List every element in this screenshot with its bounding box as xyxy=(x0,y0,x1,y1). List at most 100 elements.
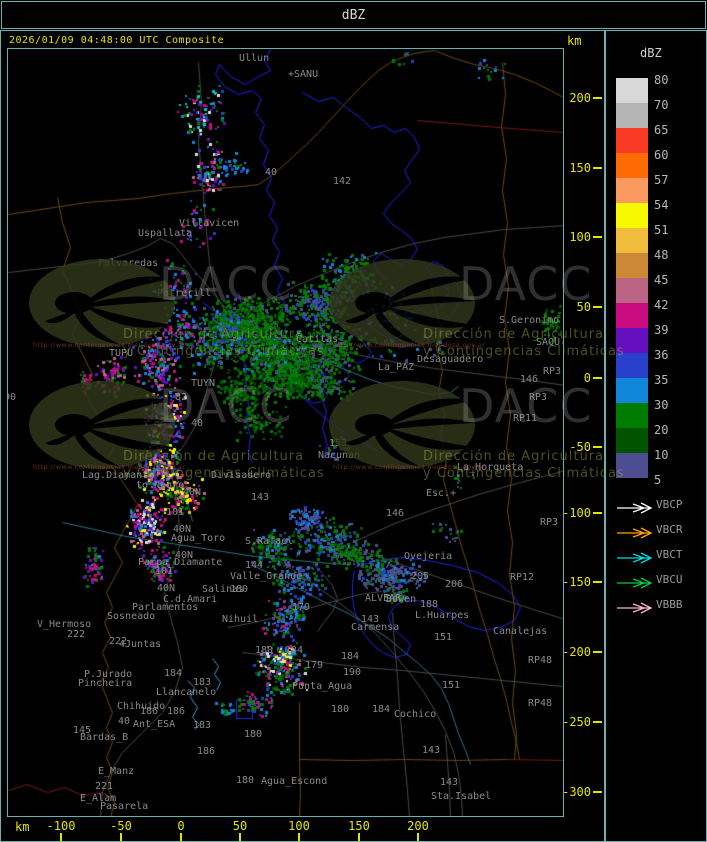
scale-swatch xyxy=(616,78,648,103)
map-label: E_Manz xyxy=(98,766,135,777)
map-label: Parlamentos xyxy=(132,602,199,613)
timestamp: 2026/01/09 04:48:00 UTC Composite xyxy=(9,35,225,46)
y-axis-tick xyxy=(593,236,602,238)
scale-tick-label: 5 xyxy=(654,473,662,487)
scale-tick-label: 36 xyxy=(654,348,669,362)
x-axis-tick xyxy=(358,833,360,841)
scale-swatch xyxy=(616,328,648,353)
legend-label: VBCR xyxy=(656,523,683,536)
map-label: 179 xyxy=(292,602,311,613)
map-label: 40N xyxy=(183,487,202,498)
map-label: Ullun xyxy=(239,53,270,64)
map-label: Nihuil xyxy=(222,614,259,625)
map-label: Villavicen xyxy=(179,218,240,229)
y-axis-tick xyxy=(593,791,602,793)
y-axis-tick-label: -150 xyxy=(562,575,591,589)
y-axis-tick-label: 200 xyxy=(569,91,591,105)
map-label: 184 xyxy=(341,651,360,662)
scale-tick-label: 30 xyxy=(654,398,669,412)
map-label: V_Hermoso xyxy=(37,619,92,630)
map-label: Cochico xyxy=(394,709,437,720)
map-label: RP3 xyxy=(529,392,548,403)
vbcp-arrow-icon xyxy=(617,502,653,514)
map-label: Valle_Grande xyxy=(230,571,303,582)
map-label: 183 xyxy=(193,677,212,688)
x-axis-tick-label: 100 xyxy=(288,819,310,833)
map-label: S.Rafael xyxy=(245,536,294,547)
y-axis-tick xyxy=(593,306,602,308)
map-label: 144 xyxy=(245,560,264,571)
map-label: Llancanelo xyxy=(156,687,217,698)
x-axis-tick xyxy=(60,833,62,841)
map-label: 186 xyxy=(167,706,186,717)
x-axis-tick-label: 150 xyxy=(348,819,370,833)
map-label: 4Juntas xyxy=(119,639,162,650)
map-label: 180 xyxy=(255,645,274,656)
scale-swatch xyxy=(616,403,648,428)
map-label: +SANU xyxy=(288,69,319,80)
y-axis-tick xyxy=(593,377,602,379)
scale-tick-label: 57 xyxy=(654,173,669,187)
scale-swatch xyxy=(616,153,648,178)
map-label: 184 xyxy=(164,668,183,679)
x-axis: km -100 -50 0 50 100 150 200 xyxy=(1,31,604,841)
map-label: Agua_Escond xyxy=(261,776,328,787)
map-label: 143 xyxy=(361,614,380,625)
map-label: Ant_ESA xyxy=(133,719,176,730)
map-label: 151 xyxy=(442,680,461,691)
scale-swatch xyxy=(616,178,648,203)
map-label: Canalejas xyxy=(493,626,548,637)
map-label: 90 xyxy=(8,392,17,403)
x-axis-tick xyxy=(239,833,241,841)
map-label: 184 xyxy=(372,704,391,715)
map-label: 186 xyxy=(140,706,159,717)
scale-tick-label: 51 xyxy=(654,223,669,237)
map-label: RP48 xyxy=(528,655,553,666)
map-label: Pasarela xyxy=(100,801,149,812)
map-label: ALVEAR xyxy=(365,593,402,604)
scale-panel: dBZ 80 70 65 60 57 54 51 48 45 42 39 36 35 30 20 10 5 VB… xyxy=(605,30,707,842)
map-label: 180 xyxy=(230,584,249,595)
map-label: 146 xyxy=(520,374,539,385)
scale-swatch xyxy=(616,203,648,228)
map-label: 40 xyxy=(118,716,131,727)
map-label: 82 xyxy=(175,392,188,403)
legend-row: VBCT xyxy=(616,549,704,564)
map-label: 222 xyxy=(109,636,128,647)
scale-swatch xyxy=(616,228,648,253)
x-axis-tick-label: 0 xyxy=(177,819,185,833)
vbcr-arrow-icon xyxy=(617,527,653,539)
vbct-arrow-icon xyxy=(617,552,653,564)
map-label: Lag.Diamante xyxy=(82,470,155,481)
map-label: SAQU xyxy=(536,337,561,348)
map-label: 40N xyxy=(175,550,194,561)
y-axis-tick-label: -100 xyxy=(562,506,591,520)
map-label: 146 xyxy=(386,508,405,519)
map-label: P.Jurado xyxy=(84,669,133,680)
map-label: 145 xyxy=(73,725,92,736)
map-label: Punta_Agua xyxy=(292,681,353,692)
scale-tick-label: 45 xyxy=(654,273,669,287)
legend-row: VBCU xyxy=(616,574,704,589)
scale-tick-label: 80 xyxy=(654,73,669,87)
map-label: La_PAZ xyxy=(378,362,415,373)
scale-tick-label: 48 xyxy=(654,248,669,262)
y-axis-tick xyxy=(593,446,602,448)
scale-swatch xyxy=(616,378,648,403)
x-axis-tick-label: 200 xyxy=(407,819,429,833)
y-axis-tick xyxy=(593,97,602,99)
map-label: Agua_Toro xyxy=(171,533,226,544)
radar-panel: 2026/01/09 04:48:00 UTC Composite km Ull… xyxy=(0,30,624,842)
y-axis-tick-label: 100 xyxy=(569,230,591,244)
map-label: TUYN xyxy=(191,378,216,389)
y-axis-tick-label: 150 xyxy=(569,161,591,175)
map-label: RP3 xyxy=(543,366,562,377)
map-label: RP48 xyxy=(528,698,553,709)
scale-tick-label: 42 xyxy=(654,298,669,312)
map-label: 40N xyxy=(157,583,176,594)
legend-row: VBCR xyxy=(616,523,704,539)
scale-swatch xyxy=(616,278,648,303)
map-label: 40 xyxy=(265,167,278,178)
map-label: Divisadero xyxy=(211,470,272,481)
